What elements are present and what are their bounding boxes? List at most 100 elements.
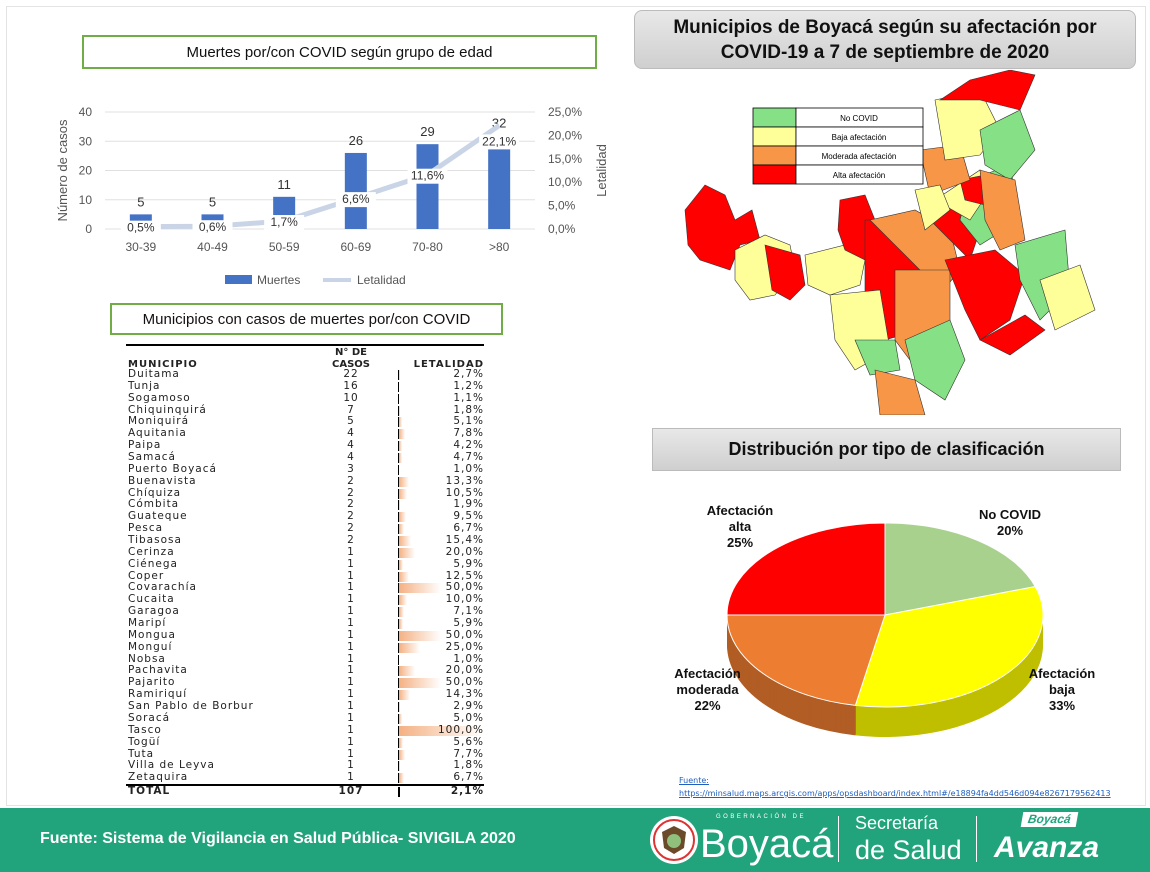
- letalidad-databar: [398, 773, 404, 784]
- legend-label: Alta afectación: [833, 171, 885, 180]
- table-row: Cómbita 2 1,9%: [126, 499, 484, 511]
- table-title: Municipios con casos de muertes por/con …: [110, 303, 503, 335]
- letalidad: 5,0%: [453, 711, 484, 724]
- letalidad-databar: [398, 429, 405, 440]
- casos: 1: [347, 759, 355, 772]
- casos: 16: [343, 379, 359, 392]
- letalidad-databar: [398, 453, 403, 464]
- casos: 4: [347, 439, 355, 452]
- letalidad: 20,0%: [445, 545, 484, 558]
- map-title: Municipios de Boyacá según su afectación…: [634, 10, 1136, 69]
- letalidad: 1,2%: [453, 379, 484, 392]
- bar-70-80: [416, 144, 439, 229]
- letalidad-databar: [398, 725, 484, 736]
- y2-tick-label: 15,0%: [548, 152, 582, 166]
- letalidad: 25,0%: [445, 640, 484, 653]
- municipio: Soracá: [128, 711, 171, 724]
- casos: 1: [347, 581, 355, 594]
- letalidad: 1,0%: [453, 652, 484, 665]
- municipio: Buenavista: [128, 474, 197, 487]
- table-row: Sogamoso 10 1,1%: [126, 391, 484, 405]
- letalidad-databar: [398, 619, 404, 630]
- letalidad: 13,3%: [445, 474, 484, 487]
- letalidad: 6,7%: [453, 771, 484, 784]
- municipio: Tuta: [128, 747, 155, 760]
- pie-chart-title: Distribución por tipo de clasificación: [652, 428, 1121, 471]
- legend-swatch: [752, 145, 797, 166]
- casos: 1: [347, 723, 355, 736]
- content-frame: [6, 6, 1146, 806]
- letalidad: 5,6%: [453, 735, 484, 748]
- municipio: Nobsa: [128, 652, 166, 665]
- letalidad: 5,9%: [453, 617, 484, 630]
- municipio: Tibasosa: [128, 534, 182, 547]
- line-value-label: 1,7%: [270, 215, 298, 229]
- letalidad: 15,4%: [445, 534, 484, 547]
- casos: 1: [347, 688, 355, 701]
- total-letalidad: 2,1%: [450, 785, 484, 798]
- letalidad: 5,9%: [453, 557, 484, 570]
- bar-value-label: 26: [349, 133, 363, 148]
- line-value-label: 0,5%: [127, 221, 155, 235]
- municipio: Villa de Leyva: [128, 759, 215, 772]
- table-row: Paipa 4 4,2%: [126, 439, 484, 452]
- table-row: Cerinza 1 20,0%: [126, 545, 484, 559]
- y-tick-label: 20: [79, 164, 93, 178]
- municipality-no-covid: [904, 319, 966, 401]
- table-row: Ramiriquí 1 14,3%: [126, 688, 484, 701]
- casos: 4: [347, 427, 355, 440]
- header-casos-1: N° DE: [335, 347, 367, 358]
- divider: [976, 816, 977, 862]
- letalidad-databar: [398, 737, 403, 748]
- casos: 1: [347, 652, 355, 665]
- source-link[interactable]: Fuente: https://minsalud.maps.arcgis.com/…: [679, 774, 1111, 800]
- x-tick-label: 70-80: [412, 240, 443, 254]
- source-url[interactable]: https://minsalud.maps.arcgis.com/apps/op…: [679, 789, 1111, 798]
- municipality-alta-afectación: [939, 70, 1036, 111]
- letalidad: 7,8%: [453, 427, 484, 440]
- municipality-alta-afectación: [764, 244, 806, 301]
- table-row: Zetaquira 1 6,7%: [126, 771, 484, 784]
- municipality-moderada-afectación: [979, 169, 1026, 251]
- header-casos-2: CASOS: [332, 359, 370, 370]
- letalidad-databar: [398, 607, 405, 618]
- letalidad-databar: [398, 370, 401, 380]
- table-header: MUNICIPIO N° DE CASOS LETALIDAD: [126, 344, 484, 370]
- letalidad: 1,0%: [453, 462, 484, 475]
- municipios-table: MUNICIPIO N° DE CASOS LETALIDAD Duitama 2…: [126, 344, 484, 798]
- y2-tick-label: 5,0%: [548, 199, 576, 213]
- letalidad-databar: [398, 488, 408, 499]
- bar-value-label: 5: [137, 194, 144, 209]
- municipio: Cucaita: [128, 593, 175, 606]
- letalidad-databar: [398, 761, 400, 772]
- table-row: Chíquiza 2 10,5%: [126, 487, 484, 500]
- letalidad-databar: [398, 678, 441, 689]
- letalidad-databar: [398, 571, 409, 582]
- letalidad-databar: [398, 547, 416, 558]
- municipio: Sogamoso: [128, 391, 191, 404]
- casos: 1: [347, 640, 355, 653]
- letalidad-databar: [398, 536, 412, 547]
- line-value-label: 6,6%: [342, 192, 370, 206]
- municipality-alta-afectación: [944, 249, 1026, 341]
- pie-label-moderada: Afectación moderada 22%: [660, 666, 755, 714]
- letalidad: 50,0%: [445, 581, 484, 594]
- municipio: Chiquinquirá: [128, 403, 207, 416]
- casos: 22: [343, 368, 359, 380]
- y-tick-label: 10: [79, 193, 93, 207]
- sec-1: Secretaría: [855, 813, 939, 833]
- table-row: Samacá 4 4,7%: [126, 451, 484, 464]
- table-row: Aquitania 4 7,8%: [126, 427, 484, 440]
- y-tick-label: 0: [85, 222, 92, 236]
- letalidad: 1,8%: [453, 759, 484, 772]
- table-row: Soracá 1 5,0%: [126, 711, 484, 725]
- header-municipio: MUNICIPIO: [128, 359, 198, 370]
- line-label-bg: [479, 134, 520, 150]
- x-tick-label: 30-39: [125, 240, 156, 254]
- source-label[interactable]: Fuente:: [679, 776, 709, 785]
- label-value: 25%: [726, 535, 754, 550]
- municipio: Tunja: [128, 379, 161, 392]
- legend-swatch: [752, 126, 797, 147]
- pie-slice-afectación-moderada: [726, 614, 886, 706]
- letalidad-databar: [398, 476, 410, 487]
